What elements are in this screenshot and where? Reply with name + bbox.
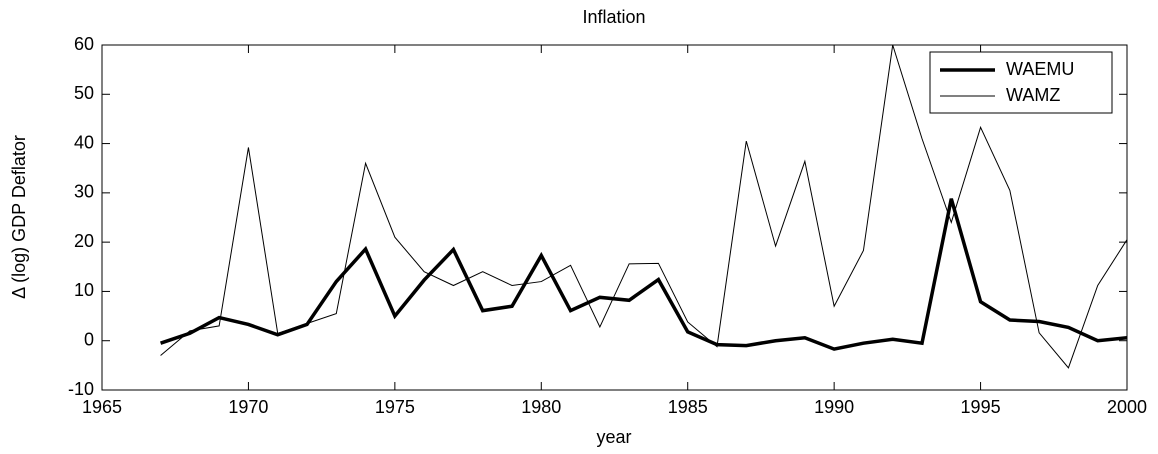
y-tick-label: 10 [74, 280, 94, 300]
x-tick-label: 1985 [668, 397, 708, 417]
legend-label: WAMZ [1006, 85, 1060, 105]
x-tick-label: 1990 [814, 397, 854, 417]
y-tick-label: 50 [74, 83, 94, 103]
x-tick-label: 1995 [961, 397, 1001, 417]
x-tick-label: 1980 [521, 397, 561, 417]
y-axis-label: Δ (log) GDP Deflator [9, 135, 29, 299]
legend-box [929, 51, 1113, 114]
x-axis-label: year [596, 427, 631, 447]
legend-label: WAEMU [1006, 59, 1074, 79]
y-tick-label: 40 [74, 132, 94, 152]
y-tick-label: -10 [68, 379, 94, 399]
x-tick-label: 2000 [1107, 397, 1147, 417]
x-tick-label: 1975 [375, 397, 415, 417]
chart-title: Inflation [582, 7, 645, 27]
y-tick-label: 0 [84, 329, 94, 349]
y-tick-label: 20 [74, 231, 94, 251]
x-tick-label: 1965 [82, 397, 122, 417]
plot-frame [101, 44, 1128, 391]
series-line [160, 198, 1128, 351]
series-line [160, 44, 1128, 369]
x-tick-label: 1970 [228, 397, 268, 417]
y-tick-label: 60 [74, 34, 94, 54]
y-tick-label: 30 [74, 182, 94, 202]
